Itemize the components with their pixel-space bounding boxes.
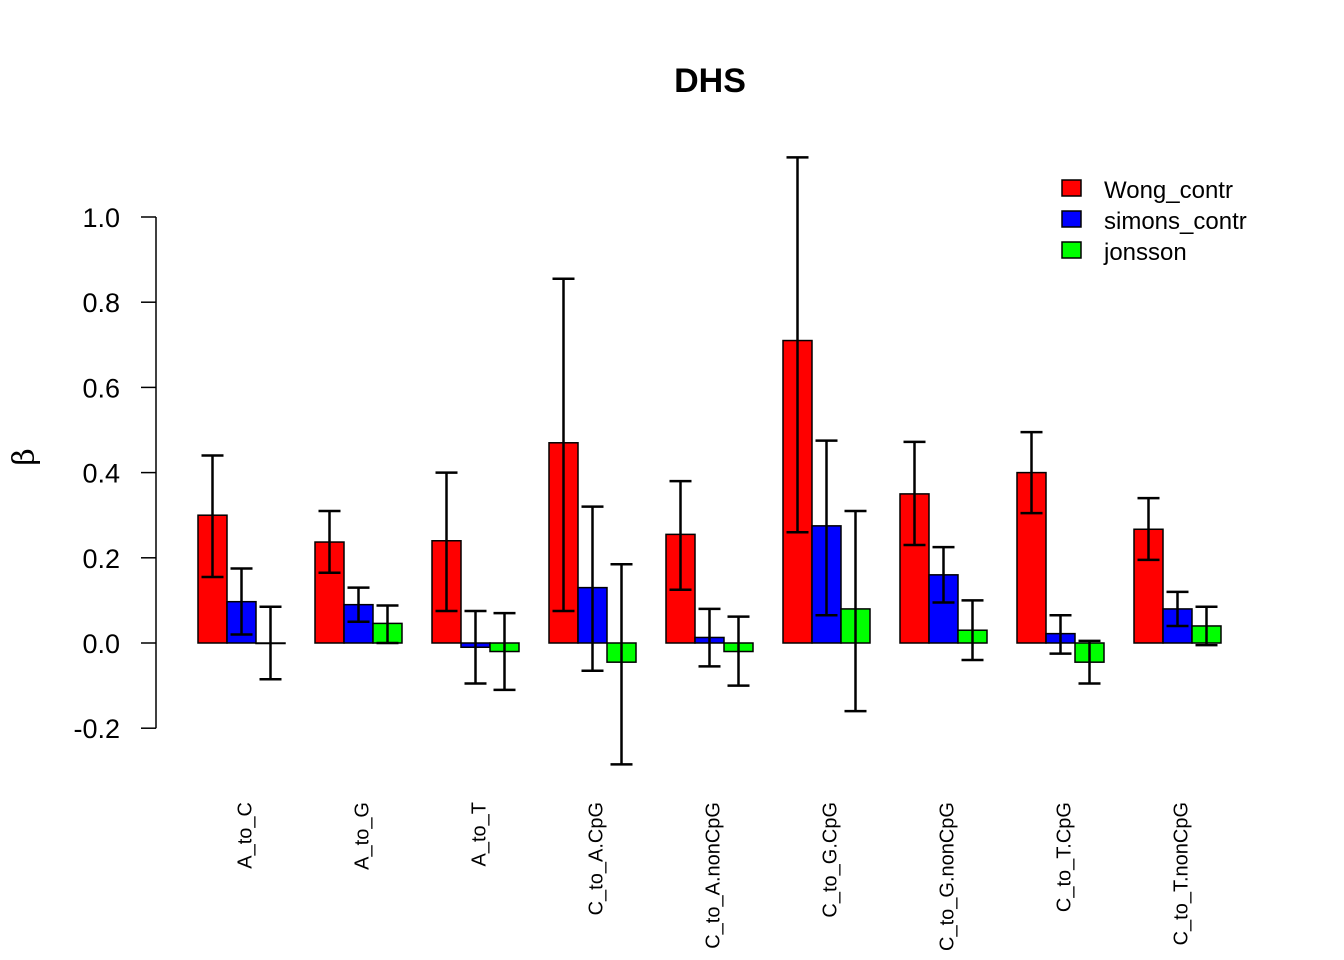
y-axis: -0.2 0.0 0.2 0.4 0.6 0.8 1.0: [73, 203, 157, 744]
y-tick-label: 0.0: [82, 629, 120, 659]
x-tick-label: A_to_T: [469, 802, 491, 866]
y-tick-label: 0.2: [82, 544, 120, 574]
x-tick-label: C_to_A.CpG: [586, 802, 608, 915]
legend-label-jonsson: jonsson: [1103, 239, 1187, 266]
legend-swatch-simons_contr: [1061, 210, 1082, 228]
y-tick-label: 1.0: [82, 203, 120, 233]
x-tick-label: C_to_G.CpG: [820, 802, 842, 918]
y-tick-label: 0.8: [82, 288, 120, 318]
x-tick-label: C_to_A.nonCpG: [703, 802, 725, 949]
legend-label-simons_contr: simons_contr: [1104, 208, 1247, 235]
y-tick-label: -0.2: [73, 714, 120, 744]
legend-label-Wong_contr: Wong_contr: [1104, 177, 1233, 204]
x-axis-labels: A_to_C A_to_G A_to_T C_to_A.CpG C_to_A.nonCp…: [235, 802, 1193, 951]
y-axis-label: β: [7, 448, 42, 465]
x-tick-label: A_to_G: [352, 802, 374, 870]
y-tick-label: 0.4: [82, 459, 120, 489]
y-tick-label: 0.6: [82, 373, 120, 403]
x-tick-label: C_to_G.nonCpG: [937, 802, 959, 951]
chart-title: DHS: [674, 62, 746, 100]
x-tick-label: C_to_T.CpG: [1054, 802, 1076, 912]
x-tick-label: C_to_T.nonCpG: [1171, 802, 1193, 945]
error-bars: [201, 156, 1218, 766]
x-tick-label: A_to_C: [235, 802, 257, 869]
legend-swatch-Wong_contr: [1061, 179, 1082, 197]
legend-swatch-jonsson: [1061, 241, 1082, 259]
